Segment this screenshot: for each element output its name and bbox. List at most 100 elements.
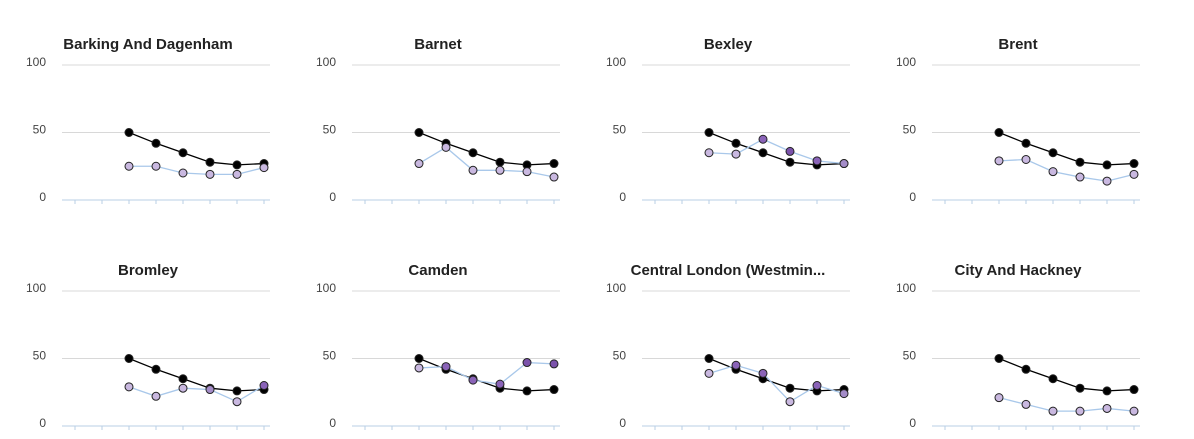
series-line — [708, 364, 845, 403]
series-line — [998, 397, 1135, 412]
point — [785, 146, 795, 156]
point — [414, 354, 424, 363]
point — [731, 149, 741, 159]
y-tick-label: 0 — [329, 416, 336, 430]
point — [1075, 172, 1085, 182]
point — [232, 169, 242, 179]
point — [1129, 385, 1139, 395]
series-line — [129, 165, 265, 175]
chart-title: Bromley — [118, 262, 179, 279]
point — [994, 156, 1004, 166]
y-tick-label: 0 — [909, 416, 916, 430]
y-tick-label: 0 — [39, 416, 46, 430]
series-line — [128, 131, 265, 166]
point — [549, 359, 559, 369]
point — [1102, 386, 1112, 396]
point — [468, 165, 478, 175]
point — [1102, 176, 1112, 186]
point — [1021, 138, 1031, 148]
series-line — [708, 138, 845, 165]
point — [1129, 159, 1139, 169]
point — [1102, 403, 1112, 413]
point — [1129, 169, 1139, 179]
series-line — [418, 357, 555, 392]
y-tick-label: 100 — [26, 281, 46, 295]
panel: Barking And Dagenham 0 50 100 — [26, 36, 270, 204]
panel: Barnet 0 50 100 — [316, 36, 560, 204]
point — [414, 159, 424, 169]
y-tick-label: 100 — [896, 55, 916, 69]
series-line — [128, 357, 265, 392]
point — [1048, 148, 1058, 158]
point — [1075, 157, 1085, 167]
point — [259, 163, 269, 173]
point — [522, 386, 532, 396]
point — [839, 159, 849, 169]
point — [522, 167, 532, 177]
chart-title: Brent — [998, 36, 1037, 53]
point — [178, 168, 188, 178]
point — [731, 360, 741, 370]
point — [124, 161, 134, 171]
y-tick-label: 0 — [909, 190, 916, 204]
series-line — [708, 131, 845, 166]
point — [549, 172, 559, 182]
point — [178, 148, 188, 158]
y-tick-label: 100 — [606, 281, 626, 295]
series-line — [998, 158, 1135, 182]
point — [1075, 406, 1085, 416]
y-tick-label: 50 — [33, 349, 47, 363]
point — [704, 148, 714, 158]
y-tick-label: 0 — [329, 190, 336, 204]
series-line — [418, 146, 555, 178]
point — [205, 169, 215, 179]
point — [758, 148, 768, 158]
point — [178, 374, 188, 384]
point — [495, 157, 505, 167]
panel: Bexley 0 50 100 — [606, 36, 850, 204]
panel: Central London (Westmin... 0 50 100 — [606, 262, 850, 430]
point — [1048, 374, 1058, 384]
point — [549, 385, 559, 395]
point — [124, 128, 134, 137]
y-tick-label: 0 — [619, 416, 626, 430]
point — [731, 138, 741, 148]
point — [151, 391, 161, 401]
point — [758, 368, 768, 378]
point — [704, 354, 714, 363]
point — [1075, 383, 1085, 393]
point — [232, 386, 242, 396]
chart-title: City And Hackney — [955, 262, 1083, 279]
y-tick-label: 100 — [896, 281, 916, 295]
point — [205, 385, 215, 395]
point — [549, 159, 559, 169]
point — [178, 383, 188, 393]
point — [1021, 364, 1031, 374]
y-tick-label: 50 — [613, 123, 627, 137]
chart-title: Bexley — [704, 36, 753, 53]
y-tick-label: 0 — [39, 190, 46, 204]
point — [758, 134, 768, 144]
point — [785, 383, 795, 393]
series-line — [128, 384, 265, 403]
point — [812, 156, 822, 166]
point — [151, 138, 161, 148]
panel: Brent 0 50 100 — [896, 36, 1140, 204]
point — [151, 364, 161, 374]
point — [232, 397, 242, 407]
y-tick-label: 50 — [903, 349, 917, 363]
series-line — [418, 361, 555, 385]
point — [839, 389, 849, 399]
point — [1021, 155, 1031, 164]
y-tick-label: 100 — [26, 55, 46, 69]
point — [468, 148, 478, 158]
point — [495, 379, 505, 389]
point — [704, 368, 714, 378]
y-tick-label: 50 — [613, 349, 627, 363]
point — [205, 157, 215, 167]
point — [1021, 399, 1031, 409]
point — [414, 363, 424, 373]
series-line — [418, 131, 555, 166]
point — [414, 128, 424, 137]
chart-title: Camden — [408, 262, 467, 279]
